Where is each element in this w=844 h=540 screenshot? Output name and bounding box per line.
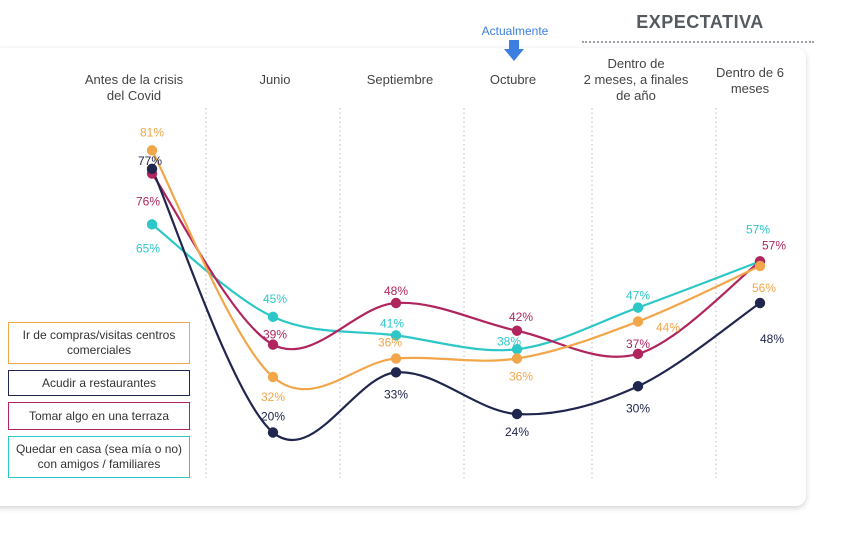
data-label: 36% — [378, 336, 402, 350]
data-point — [632, 302, 644, 313]
data-point — [511, 353, 523, 364]
data-point — [267, 311, 279, 323]
data-label: 56% — [752, 281, 776, 295]
data-point — [754, 297, 766, 309]
arrow-down-icon — [504, 40, 524, 61]
data-label: 42% — [509, 310, 533, 324]
data-point — [511, 325, 523, 336]
data-point — [511, 408, 523, 420]
category-label: Octubre — [490, 72, 536, 87]
series-line — [151, 223, 761, 352]
data-label: 47% — [626, 289, 650, 303]
category-label: Junio — [259, 72, 290, 87]
legend-item: Ir de compras/visitas centros comerciale… — [8, 322, 190, 364]
data-point — [632, 381, 644, 392]
legend-item: Tomar algo en una terraza — [8, 402, 190, 430]
data-label: 33% — [384, 387, 408, 401]
category-label: Antes de la crisis del Covid — [85, 72, 184, 103]
data-label: 65% — [136, 241, 160, 255]
data-label: 48% — [384, 284, 408, 298]
category-label: Septiembre — [367, 72, 433, 87]
data-label: 77% — [138, 154, 162, 168]
data-point — [267, 339, 279, 350]
data-label: 57% — [762, 238, 786, 252]
data-label: 81% — [140, 125, 164, 139]
data-point — [390, 330, 402, 341]
data-label: 20% — [261, 410, 285, 424]
data-label: 57% — [746, 222, 770, 236]
data-point — [146, 145, 158, 156]
data-label: 30% — [626, 401, 650, 415]
data-point — [390, 353, 402, 364]
data-label: 76% — [136, 195, 160, 209]
data-point — [632, 348, 644, 360]
current-period-label: Actualmente — [481, 24, 549, 38]
data-label: 44% — [656, 321, 680, 335]
data-point — [267, 371, 279, 383]
data-label: 38% — [497, 334, 521, 348]
series-line — [151, 168, 761, 442]
expectation-header: EXPECTATIVA — [636, 12, 764, 32]
data-point — [146, 163, 158, 175]
series-line — [151, 149, 761, 391]
data-label: 48% — [760, 332, 784, 346]
data-point — [267, 427, 279, 438]
expectation-divider — [582, 41, 814, 43]
data-label: 45% — [263, 292, 287, 306]
data-label: 41% — [380, 316, 404, 330]
data-point — [146, 219, 158, 230]
data-point — [511, 344, 523, 355]
legend-item: Acudir a restaurantes — [8, 370, 190, 396]
data-label: 24% — [505, 425, 529, 439]
data-point — [390, 367, 402, 378]
data-point — [632, 316, 644, 327]
data-point — [390, 297, 402, 309]
data-label: 32% — [261, 390, 285, 404]
data-label: 36% — [509, 370, 533, 384]
data-label: 37% — [626, 337, 650, 351]
data-point — [754, 260, 766, 272]
legend-item: Quedar en casa (sea mía o no) con amigos… — [8, 436, 190, 478]
data-label: 39% — [263, 328, 287, 342]
series-line — [151, 172, 761, 358]
category-label: Dentro de 6 meses — [716, 65, 784, 96]
category-label: Dentro de 2 meses, a finales de año — [584, 56, 689, 103]
